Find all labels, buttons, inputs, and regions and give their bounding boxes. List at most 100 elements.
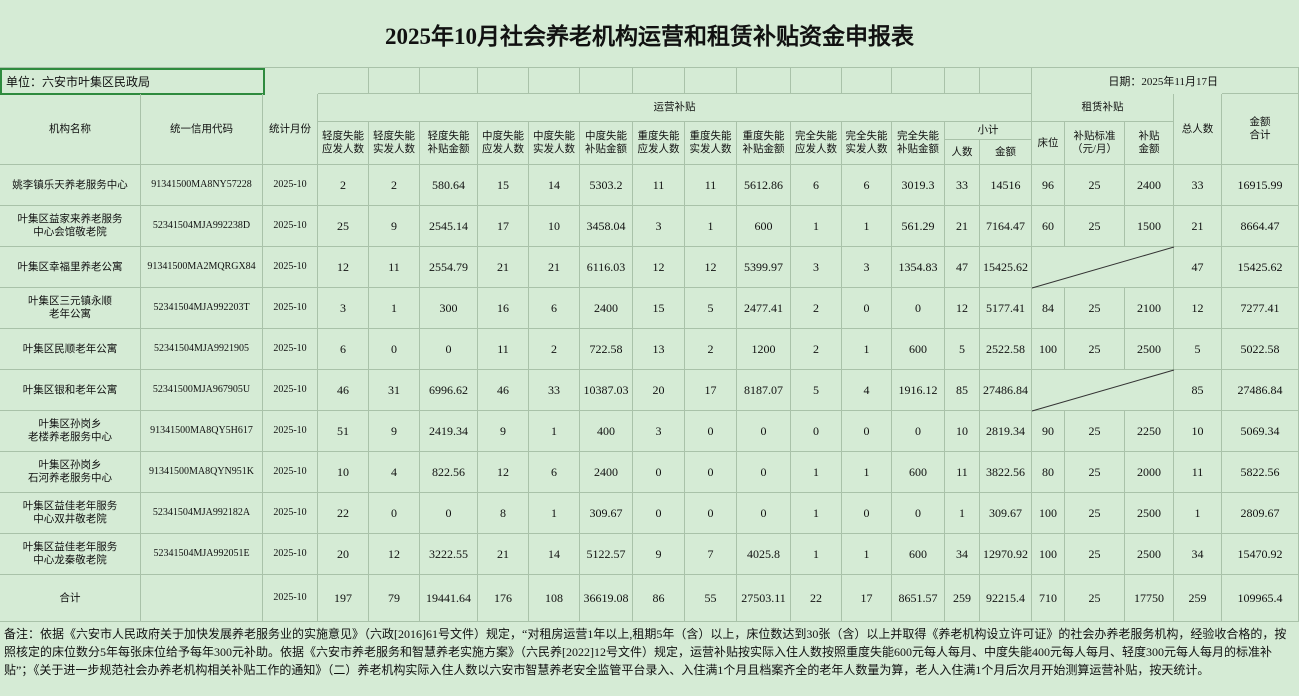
value-cell: 8664.47 <box>1222 206 1299 247</box>
blank-cell <box>633 68 685 94</box>
value-cell: 11 <box>945 452 980 493</box>
header-cell: 人数 <box>945 140 980 165</box>
value-cell: 15425.62 <box>1222 247 1299 288</box>
header-cell: 中度失能 补贴金额 <box>580 122 633 165</box>
code-cell: 91341500MA8QYN951K <box>141 452 263 493</box>
value-cell: 10 <box>318 452 369 493</box>
value-cell: 2500 <box>1125 329 1174 370</box>
value-cell: 5612.86 <box>737 165 791 206</box>
note: 备注：依据《六安市人民政府关于加快发展养老服务业的实施意见》（六政[2016]6… <box>4 627 1287 677</box>
value-cell: 10387.03 <box>580 370 633 411</box>
value-cell: 6 <box>318 329 369 370</box>
value-cell: 309.67 <box>580 493 633 534</box>
value-cell: 46 <box>478 370 529 411</box>
value-cell: 25 <box>318 206 369 247</box>
value-cell: 15 <box>633 288 685 329</box>
code-cell: 52341500MJA967905U <box>141 370 263 411</box>
value-cell: 1 <box>791 206 842 247</box>
value-cell: 36619.08 <box>580 575 633 622</box>
month-cell: 2025-10 <box>263 247 318 288</box>
value-cell: 86 <box>633 575 685 622</box>
value-cell: 5 <box>1174 329 1222 370</box>
value-cell: 14 <box>529 165 580 206</box>
value-cell: 1 <box>1174 493 1222 534</box>
value-cell: 7 <box>685 534 737 575</box>
blank-cell <box>141 575 263 622</box>
value-cell: 2000 <box>1125 452 1174 493</box>
value-cell: 92215.4 <box>980 575 1032 622</box>
value-cell: 22 <box>791 575 842 622</box>
merged-blank-cell <box>1032 370 1174 411</box>
month-cell: 2025-10 <box>263 329 318 370</box>
value-cell: 3 <box>633 411 685 452</box>
header-cell: 统一信用代码 <box>141 94 263 165</box>
value-cell: 5 <box>685 288 737 329</box>
header-cell: 完全失能 实发人数 <box>842 122 892 165</box>
value-cell: 109965.4 <box>1222 575 1299 622</box>
value-cell: 1354.83 <box>892 247 945 288</box>
value-cell: 0 <box>842 493 892 534</box>
value-cell: 259 <box>945 575 980 622</box>
value-cell: 0 <box>842 411 892 452</box>
value-cell: 5822.56 <box>1222 452 1299 493</box>
value-cell: 10 <box>529 206 580 247</box>
value-cell: 13 <box>633 329 685 370</box>
blank-cell <box>529 68 580 94</box>
value-cell: 3 <box>318 288 369 329</box>
value-cell: 600 <box>892 534 945 575</box>
value-cell: 2477.41 <box>737 288 791 329</box>
value-cell: 5 <box>791 370 842 411</box>
value-cell: 33 <box>945 165 980 206</box>
value-cell: 25 <box>1065 329 1125 370</box>
value-cell: 12 <box>478 452 529 493</box>
value-cell: 0 <box>369 493 420 534</box>
value-cell: 176 <box>478 575 529 622</box>
header-cell: 补贴标准 （元/月） <box>1065 122 1125 165</box>
name-cell: 叶集区银和老年公寓 <box>0 370 141 411</box>
value-cell: 0 <box>633 452 685 493</box>
value-cell: 79 <box>369 575 420 622</box>
value-cell: 197 <box>318 575 369 622</box>
value-cell: 25 <box>1065 575 1125 622</box>
value-cell: 11 <box>633 165 685 206</box>
name-cell: 叶集区三元镇永顺 老年公寓 <box>0 288 141 329</box>
value-cell: 0 <box>892 493 945 534</box>
merged-blank-cell <box>1032 247 1174 288</box>
month-cell: 2025-10 <box>263 370 318 411</box>
header-cell: 完全失能 应发人数 <box>791 122 842 165</box>
value-cell: 33 <box>1174 165 1222 206</box>
value-cell: 580.64 <box>420 165 478 206</box>
blank-cell <box>892 68 945 94</box>
value-cell: 2554.79 <box>420 247 478 288</box>
unit-cell[interactable]: 单位：六安市叶集区民政局 <box>0 68 265 95</box>
value-cell: 9 <box>369 206 420 247</box>
value-cell: 8651.57 <box>892 575 945 622</box>
blank-cell <box>580 68 633 94</box>
value-cell: 96 <box>1032 165 1065 206</box>
value-cell: 0 <box>420 493 478 534</box>
value-cell: 25 <box>1065 288 1125 329</box>
value-cell: 14516 <box>980 165 1032 206</box>
value-cell: 0 <box>685 411 737 452</box>
blank-cell <box>737 68 791 94</box>
blank-cell <box>318 68 369 94</box>
value-cell: 722.58 <box>580 329 633 370</box>
value-cell: 60 <box>1032 206 1065 247</box>
value-cell: 1 <box>791 534 842 575</box>
value-cell: 16 <box>478 288 529 329</box>
value-cell: 2400 <box>580 452 633 493</box>
value-cell: 1500 <box>1125 206 1174 247</box>
name-cell: 叶集区益佳老年服务 中心龙秦敬老院 <box>0 534 141 575</box>
header-cell: 重度失能 补贴金额 <box>737 122 791 165</box>
value-cell: 19441.64 <box>420 575 478 622</box>
value-cell: 300 <box>420 288 478 329</box>
value-cell: 12970.92 <box>980 534 1032 575</box>
code-cell: 52341504MJA992182A <box>141 493 263 534</box>
value-cell: 17 <box>478 206 529 247</box>
value-cell: 1200 <box>737 329 791 370</box>
blank-cell <box>1222 68 1299 94</box>
blank-cell <box>369 68 420 94</box>
value-cell: 9 <box>478 411 529 452</box>
month-cell: 2025-10 <box>263 411 318 452</box>
